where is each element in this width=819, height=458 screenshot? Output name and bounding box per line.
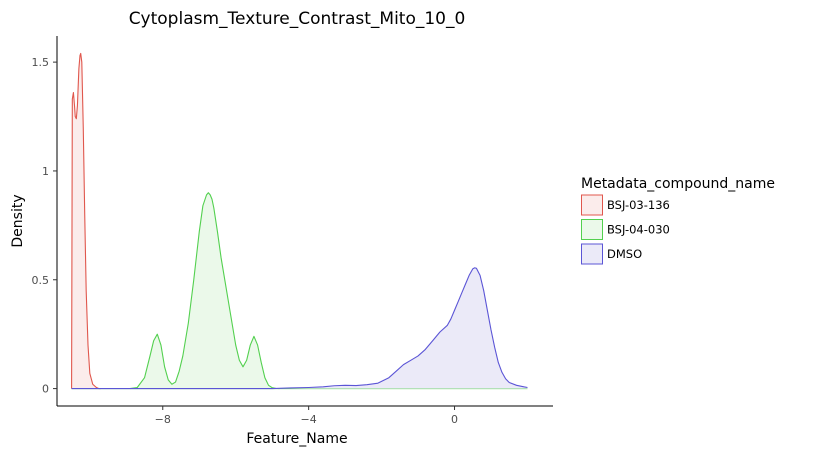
y-axis-title: Density: [10, 194, 26, 247]
legend-key-bsj-04-030: [581, 219, 603, 240]
density-area-bsj-03-136: [71, 53, 101, 389]
density-line-bsj-04-030: [129, 192, 280, 390]
density-line-dmso: [71, 267, 528, 390]
legend-key-bsj-03-136: [581, 194, 603, 216]
y-tick-label: 1: [42, 165, 49, 178]
legend-label-bsj-03-136: BSJ-03-136: [607, 198, 670, 212]
series-layer: [71, 52, 528, 390]
legend: Metadata_compound_name BSJ-03-136 BSJ-04-…: [581, 176, 775, 265]
legend-label-bsj-04-030: BSJ-04-030: [607, 223, 670, 237]
x-axis-title: Feature_Name: [246, 431, 347, 447]
legend-items: BSJ-03-136 BSJ-04-030 DMSO: [581, 194, 670, 265]
chart-title: Cytoplasm_Texture_Contrast_Mito_10_0: [129, 9, 466, 29]
y-tick-label: 0: [42, 383, 49, 396]
x-axis-ticks: −8 −4 0: [155, 406, 458, 426]
density-line-bsj-03-136: [71, 52, 101, 390]
legend-label-dmso: DMSO: [607, 247, 642, 261]
legend-key-dmso: [581, 243, 603, 265]
y-tick-label: 0.5: [32, 274, 50, 287]
x-tick-label: −4: [301, 413, 317, 426]
y-tick-label: 1.5: [32, 56, 50, 69]
density-area-bsj-04-030: [129, 192, 280, 389]
legend-title: Metadata_compound_name: [581, 176, 775, 192]
x-tick-label: 0: [451, 413, 458, 426]
x-tick-label: −8: [155, 413, 171, 426]
density-area-dmso: [71, 267, 528, 389]
y-axis-ticks: 0 0.5 1 1.5: [32, 56, 57, 396]
